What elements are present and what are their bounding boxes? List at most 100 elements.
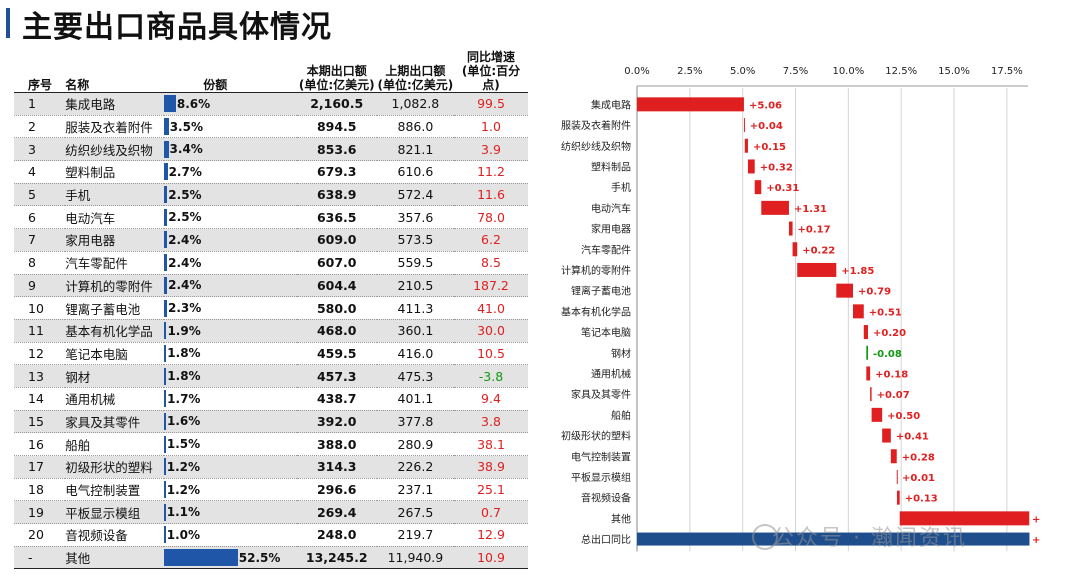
category-label: 船舶 xyxy=(611,409,631,422)
share-label: 1.5% xyxy=(166,437,201,452)
share-bar xyxy=(163,503,166,521)
row-current: 604.4 xyxy=(296,274,377,298)
waterfall-bar xyxy=(896,469,898,484)
row-share: 2.3% xyxy=(163,296,297,320)
row-current: 609.0 xyxy=(296,228,377,252)
share-label: 1.2% xyxy=(166,459,201,474)
share-bar xyxy=(163,390,167,408)
row-yoy: 0.7 xyxy=(454,500,528,525)
row-idx: 16 xyxy=(14,432,66,456)
row-yoy: 1.0 xyxy=(454,115,528,139)
row-share: 1.1% xyxy=(163,500,297,525)
row-share: 2.7% xyxy=(163,160,297,184)
waterfall-chart: 0.0% 2.5% 5.0% 7.5% 10.0% 12.5% 15.0% 17.5% 集成电路… xyxy=(561,66,1040,552)
header-previous-l1: 上期出口额 xyxy=(385,64,446,78)
waterfall-bar xyxy=(792,242,798,257)
share-bar xyxy=(163,322,167,340)
row-previous: 475.3 xyxy=(376,364,454,388)
row-name: 汽车零配件 xyxy=(65,251,164,275)
row-previous: 280.9 xyxy=(376,432,454,456)
row-previous: 219.7 xyxy=(376,523,454,547)
row-name: 初级形状的塑料 xyxy=(65,455,164,479)
data-label: +1.85 xyxy=(841,266,874,277)
share-bar xyxy=(163,526,166,544)
row-share: 2.4% xyxy=(163,274,297,298)
row-current: 388.0 xyxy=(296,432,377,456)
row-name: 塑料制品 xyxy=(65,160,164,184)
table-row: 6 电动汽车 2.5% 636.5 357.6 78.0 xyxy=(14,205,528,230)
table-row: 19 平板显示模组 1.1% 269.4 267.5 0.7 xyxy=(14,500,528,525)
row-name: 笔记本电脑 xyxy=(65,342,164,366)
data-label: +6.13 xyxy=(1032,514,1040,525)
row-share: 1.2% xyxy=(163,478,297,502)
waterfall-bar xyxy=(866,366,871,381)
row-idx: 3 xyxy=(14,137,66,162)
category-label: 平板显示模组 xyxy=(571,471,631,484)
table-row: 11 基本有机化学品 1.9% 468.0 360.1 30.0 xyxy=(14,319,528,343)
row-yoy: 187.2 xyxy=(454,274,528,298)
row-yoy: 12.9 xyxy=(454,523,528,547)
category-label: 塑料制品 xyxy=(591,160,631,173)
row-share: 3.4% xyxy=(163,137,297,162)
table-row: 1 集成电路 8.6% 2,160.5 1,082.8 99.5 xyxy=(14,92,528,116)
row-current: 853.6 xyxy=(296,137,377,162)
page-title: 主要出口商品具体情况 xyxy=(22,10,332,45)
row-share: 1.8% xyxy=(163,364,297,388)
category-label: 总出口同比 xyxy=(581,533,631,546)
row-name: 锂离子蓄电池 xyxy=(65,296,164,320)
category-label: 家具及其零件 xyxy=(571,388,631,401)
share-label: 1.9% xyxy=(167,323,201,338)
waterfall-bar xyxy=(836,283,854,298)
row-current: 2,160.5 xyxy=(296,92,377,116)
row-share: 1.9% xyxy=(163,319,297,343)
row-name: 计算机的零附件 xyxy=(65,274,164,298)
share-bar xyxy=(163,186,168,204)
row-current: 438.7 xyxy=(296,387,377,411)
data-label: +0.04 xyxy=(750,121,783,132)
share-label: 1.0% xyxy=(166,527,201,542)
waterfall-bar xyxy=(797,262,837,277)
category-label: 通用机械 xyxy=(591,367,631,380)
row-current: 314.3 xyxy=(296,455,377,479)
category-label: 其他 xyxy=(611,512,631,525)
row-name: 通用机械 xyxy=(65,387,164,411)
row-idx: 11 xyxy=(14,319,66,343)
row-share: 1.5% xyxy=(163,432,297,456)
row-previous: 416.0 xyxy=(376,342,454,366)
row-current: 269.4 xyxy=(296,500,377,525)
row-idx: 10 xyxy=(14,296,66,320)
share-label: 2.7% xyxy=(168,164,202,179)
row-yoy: 41.0 xyxy=(454,296,528,320)
watermark: 公众号 · 瀚闻资讯 xyxy=(772,526,967,551)
header-yoy-l1: 同比增速 xyxy=(466,50,515,64)
share-bar xyxy=(163,549,238,567)
share-bar xyxy=(163,412,167,430)
row-previous: 559.5 xyxy=(376,251,454,275)
row-share: 1.2% xyxy=(163,455,297,479)
table-row: 5 手机 2.5% 638.9 572.4 11.6 xyxy=(14,183,528,207)
table-row: 18 电气控制装置 1.2% 296.6 237.1 25.1 xyxy=(14,478,528,502)
row-name: 服装及衣着附件 xyxy=(65,115,164,139)
data-label: +0.41 xyxy=(896,432,929,443)
category-label: 初级形状的塑料 xyxy=(561,430,631,443)
row-idx: 15 xyxy=(14,410,66,434)
row-share: 1.7% xyxy=(163,387,297,411)
share-label: 1.6% xyxy=(167,414,201,429)
row-current: 468.0 xyxy=(296,319,377,343)
row-previous: 401.1 xyxy=(376,387,454,411)
share-label: 1.8% xyxy=(167,346,201,361)
category-label: 笔记本电脑 xyxy=(581,326,631,339)
row-name: 音视频设备 xyxy=(65,523,164,547)
row-yoy: 99.5 xyxy=(454,92,528,116)
header-yoy: 同比增速 (单位:百分点) xyxy=(454,50,528,93)
share-bar xyxy=(163,140,169,158)
row-name: 电气控制装置 xyxy=(65,478,164,502)
category-label: 服装及衣着附件 xyxy=(561,119,631,132)
row-previous: 210.5 xyxy=(376,274,454,298)
row-share: 8.6% xyxy=(163,92,297,116)
row-previous: 573.5 xyxy=(376,228,454,252)
category-label: 音视频设备 xyxy=(581,492,631,505)
waterfall-bar xyxy=(871,407,883,422)
share-bar xyxy=(163,299,167,317)
x-tick-label: 2.5% xyxy=(677,66,702,77)
